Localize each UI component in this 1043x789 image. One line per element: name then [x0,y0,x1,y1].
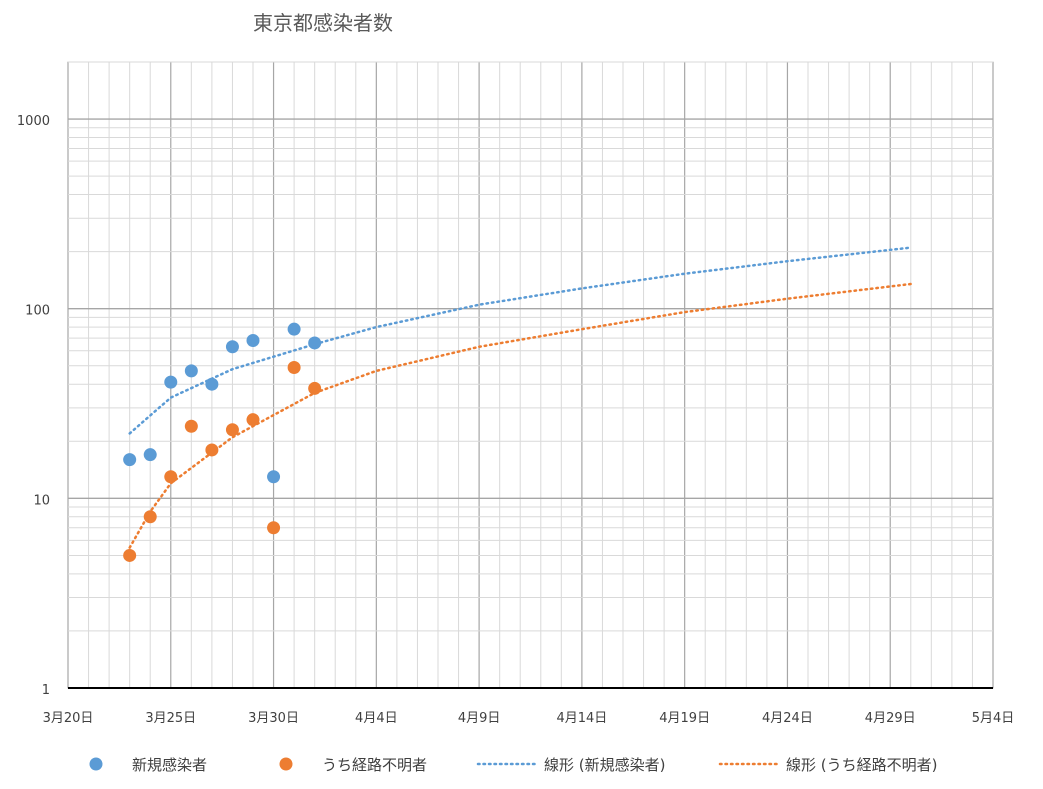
y-tick-label: 100 [25,304,50,319]
data-point [123,453,137,467]
data-point [164,375,178,389]
data-point [205,443,219,457]
data-point [184,419,198,433]
x-tick-label: 4月14日 [556,711,607,726]
data-point [184,364,198,378]
x-tick-label: 3月25日 [145,711,196,726]
data-point [308,381,322,395]
data-point [246,333,260,347]
trendline [128,246,913,435]
data-point [287,322,301,336]
data-point [225,340,239,354]
data-point [267,521,281,535]
data-points [123,322,322,562]
x-tick-label: 4月29日 [865,711,916,726]
x-tick-label: 4月19日 [659,711,710,726]
data-point [287,360,301,374]
legend-marker [89,757,103,771]
plot-area [67,61,994,689]
legend-label: うち経路不明者 [322,756,427,774]
legend-label: 新規感染者 [132,756,207,774]
data-point [143,448,157,462]
data-point [143,510,157,524]
data-point [308,336,322,350]
y-tick-label: 1 [42,683,50,698]
tick-labels: 3月20日 3月25日 3月30日 4月4日 4月9日 4月14日 4月19日 4月24日 4月… [17,114,1014,726]
grid [67,61,994,689]
y-tick-label: 10 [33,493,50,508]
y-tick-label: 1000 [17,114,50,129]
data-point [267,470,281,484]
legend: 新規感染者 うち経路不明者 線形 (新規感染者) 線形 (うち経路不明者) [89,756,937,774]
legend-marker [279,757,293,771]
x-tick-label: 4月4日 [355,711,398,726]
chart-title: 東京都感染者数 [253,11,393,35]
x-tick-label: 5月4日 [972,711,1015,726]
legend-label: 線形 (うち経路不明者) [786,756,937,774]
x-tick-label: 3月30日 [248,711,299,726]
x-tick-label: 4月24日 [762,711,813,726]
trendline [128,282,913,549]
data-point [123,548,137,562]
data-point [246,413,260,427]
legend-label: 線形 (新規感染者) [544,756,665,774]
x-tick-label: 3月20日 [43,711,94,726]
data-point [205,377,219,391]
data-point [164,470,178,484]
x-tick-label: 4月9日 [458,711,501,726]
trendlines [128,246,913,549]
data-point [225,423,239,437]
